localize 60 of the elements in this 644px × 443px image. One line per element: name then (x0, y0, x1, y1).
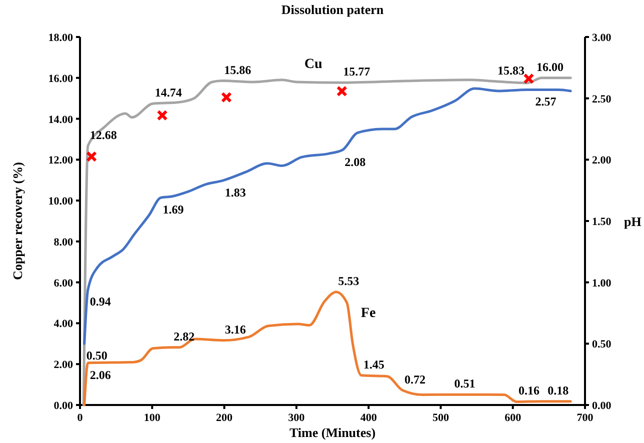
data-label: 15.77 (343, 64, 370, 79)
y-tick-label: 16.00 (48, 72, 74, 85)
y-tick-label: 0.00 (54, 400, 74, 412)
x-tick-label: 700 (576, 412, 594, 424)
data-label: 2.08 (344, 154, 366, 169)
series-label: Cu (304, 56, 323, 72)
data-label: 0.94 (90, 294, 111, 309)
data-label: 2.06 (90, 368, 111, 382)
line-series (83, 87, 572, 345)
series-label: Fe (360, 306, 376, 321)
data-label: 16.00 (536, 60, 564, 74)
line-series (83, 290, 572, 406)
y2-tick-label: 0.50 (592, 338, 612, 351)
point (86, 151, 98, 162)
data-label: 2.82 (174, 329, 195, 344)
data-label: 1.69 (162, 202, 184, 217)
x-tick-label: 400 (360, 412, 378, 424)
y-tick-label: 18.00 (48, 32, 74, 44)
x-tick-label: 100 (144, 412, 161, 424)
y-tick-label: 4.00 (54, 318, 74, 330)
y2-tick-label: 1.00 (592, 277, 612, 290)
x-tick-label: 300 (288, 412, 306, 424)
y-tick-label: 10.00 (48, 196, 74, 208)
data-label: 3.16 (224, 322, 246, 336)
x-tick-label: 500 (432, 412, 450, 424)
x-tick-label: 600 (504, 412, 522, 424)
y2-tick-label: 2.50 (592, 93, 612, 106)
y2-tick-label: 1.50 (592, 216, 612, 228)
y2-tick-label: 0.00 (592, 400, 612, 412)
y-tick-label: 2.00 (54, 359, 74, 372)
y2-axis-title: pH (624, 214, 642, 229)
point (156, 110, 168, 121)
chart-title: Dissolution patern (281, 2, 384, 17)
y-tick-label: 8.00 (54, 236, 74, 248)
y2-tick-label: 3.00 (592, 32, 612, 44)
data-label: 1.45 (363, 357, 384, 372)
data-label: 0.50 (86, 348, 108, 363)
y-tick-label: 12.00 (48, 154, 74, 167)
data-label: 15.83 (498, 63, 525, 78)
point (523, 73, 534, 84)
x-tick-label: 200 (216, 412, 234, 424)
point (220, 92, 232, 103)
point (336, 86, 348, 97)
data-label: 1.83 (224, 186, 246, 200)
data-label: 0.16 (518, 384, 540, 398)
y-tick-label: 14.00 (48, 114, 74, 126)
data-label: 14.74 (154, 86, 182, 100)
data-label: 0.51 (454, 376, 476, 391)
data-label: 15.86 (224, 62, 252, 77)
data-label: 2.57 (535, 94, 556, 109)
y-tick-label: 6.00 (54, 277, 74, 290)
data-label: 0.72 (404, 372, 426, 386)
line-series (82, 76, 572, 406)
data-label: 0.18 (548, 383, 569, 398)
y2-tick-label: 2.00 (592, 154, 612, 167)
x-axis-title: Time (Minutes) (289, 425, 376, 440)
data-label: 12.68 (90, 128, 117, 142)
y-axis-title: Copper recovery (%) (10, 162, 25, 280)
data-label: 5.53 (338, 274, 360, 288)
x-tick-label: 0 (77, 412, 84, 424)
